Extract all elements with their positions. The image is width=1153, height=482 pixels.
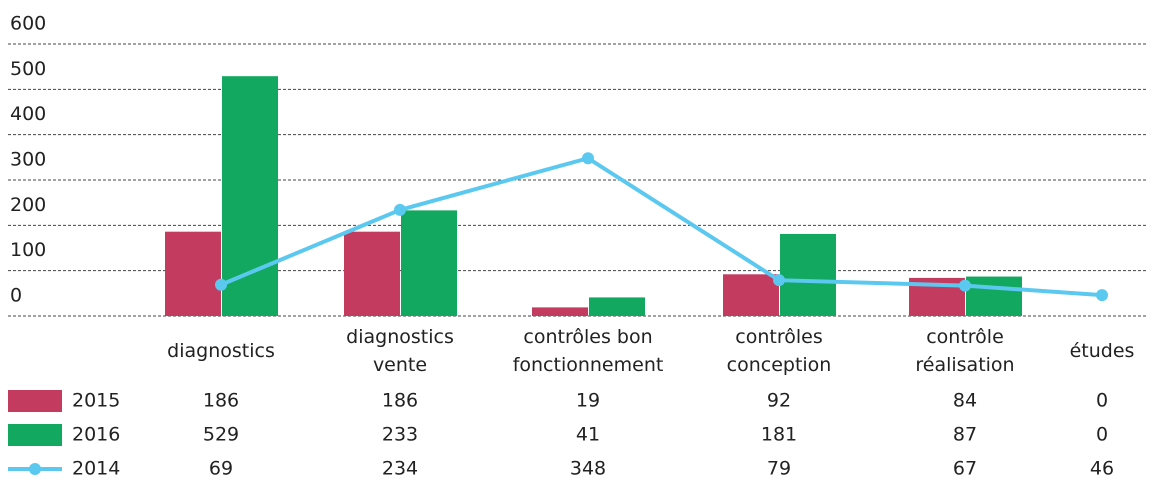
line-point <box>215 278 227 291</box>
table-value: 87 <box>953 424 977 446</box>
bar <box>165 231 221 316</box>
line-point <box>582 152 594 165</box>
table-value: 233 <box>382 424 418 446</box>
line-point <box>959 279 971 292</box>
bar <box>966 276 1022 316</box>
bar <box>780 233 836 316</box>
x-tick-label: contrôles conception <box>726 326 832 376</box>
bar <box>222 76 278 316</box>
legend-swatch <box>8 424 62 446</box>
table-value: 186 <box>203 390 239 412</box>
x-tick-label: diagnostics <box>167 340 275 362</box>
table-value: 79 <box>767 458 791 480</box>
y-tick-label: 200 <box>10 194 46 216</box>
bar <box>344 231 400 316</box>
legend-label: 2016 <box>72 424 120 446</box>
line-point <box>394 203 406 216</box>
table-value: 69 <box>209 458 233 480</box>
y-tick-label: 300 <box>10 149 46 171</box>
y-tick-label: 600 <box>10 13 46 35</box>
legend-marker <box>29 463 41 475</box>
bar <box>589 297 645 316</box>
table-value: 41 <box>576 424 600 446</box>
bar <box>723 274 779 316</box>
table-value: 181 <box>761 424 797 446</box>
table-value: 0 <box>1096 424 1108 446</box>
x-tick-label: contrôles bon fonctionnement <box>512 326 664 376</box>
legend-label: 2014 <box>72 458 120 480</box>
x-tick-label: contrôle réalisation <box>915 326 1015 376</box>
y-tick-label: 500 <box>10 58 46 80</box>
table-value: 92 <box>767 390 791 412</box>
bar <box>401 210 457 316</box>
legend-swatch <box>8 390 62 412</box>
legend-label: 2015 <box>72 390 120 412</box>
table-value: 46 <box>1090 458 1114 480</box>
y-tick-label: 100 <box>10 239 46 261</box>
table-value: 84 <box>953 390 977 412</box>
table-value: 0 <box>1096 390 1108 412</box>
table-value: 19 <box>576 390 600 412</box>
table-value: 529 <box>203 424 239 446</box>
line <box>220 156 1103 298</box>
bar <box>532 307 588 316</box>
x-tick-label: études <box>1069 340 1135 362</box>
table-value: 67 <box>953 458 977 480</box>
y-tick-label: 0 <box>10 285 22 307</box>
x-tick-label: diagnostics vente <box>346 326 454 376</box>
table-value: 186 <box>382 390 418 412</box>
line-point <box>773 274 785 287</box>
table-value: 348 <box>570 458 606 480</box>
y-tick-label: 400 <box>10 103 46 125</box>
table-value: 234 <box>382 458 418 480</box>
line-point <box>1096 289 1108 302</box>
